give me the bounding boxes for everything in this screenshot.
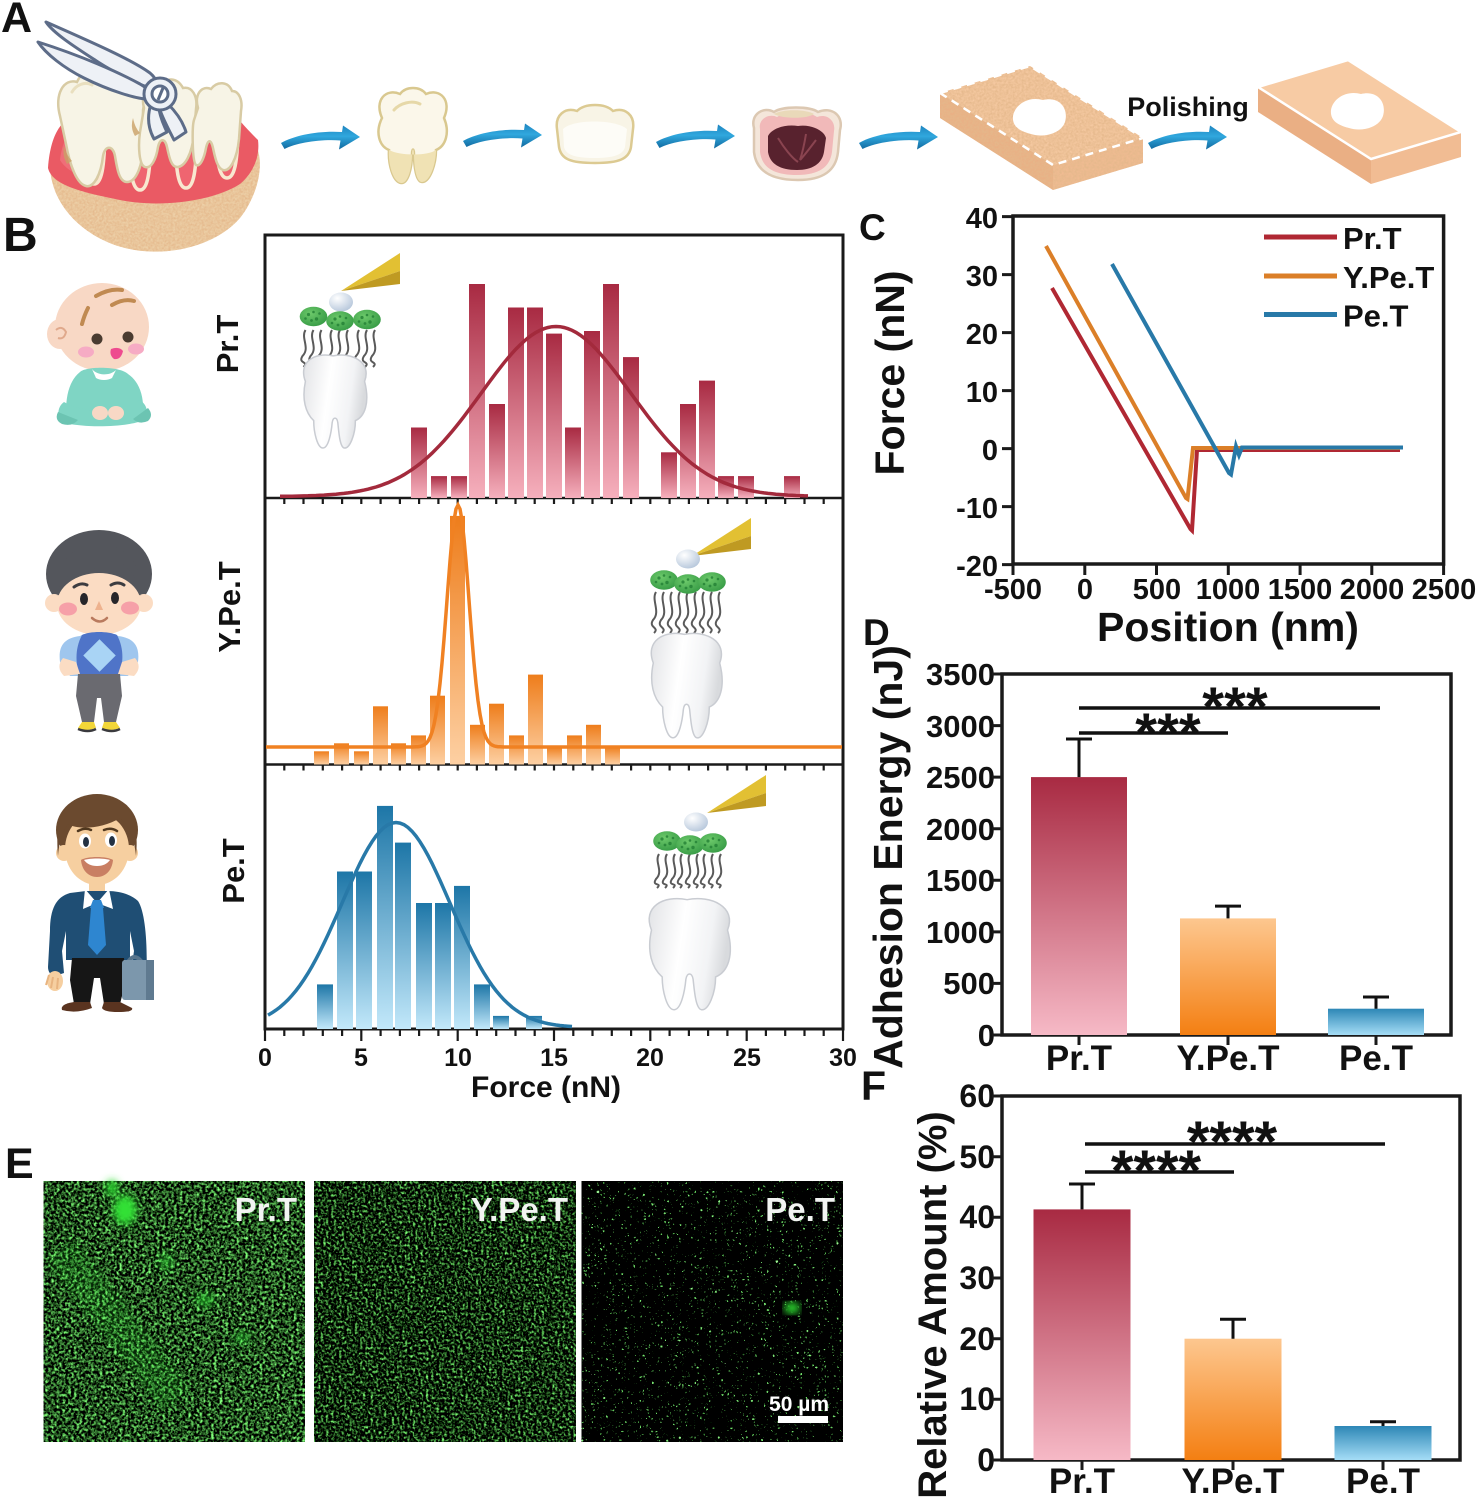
svg-text:***: *** (1135, 701, 1201, 764)
svg-text:1000: 1000 (926, 915, 995, 950)
svg-text:Pe.T: Pe.T (765, 1191, 835, 1228)
svg-text:20: 20 (636, 1044, 664, 1072)
svg-text:3000: 3000 (926, 709, 995, 744)
svg-text:Pr.T: Pr.T (1049, 1462, 1115, 1500)
svg-text:10: 10 (959, 1381, 995, 1417)
svg-text:0: 0 (982, 435, 998, 467)
svg-text:Y.Pe.T: Y.Pe.T (212, 561, 247, 652)
svg-text:40: 40 (966, 203, 998, 235)
svg-text:0: 0 (1077, 574, 1093, 606)
svg-text:1500: 1500 (1268, 574, 1333, 606)
svg-text:Pr.T: Pr.T (210, 315, 245, 374)
svg-text:Force (nN): Force (nN) (471, 1071, 621, 1104)
svg-text:25: 25 (733, 1044, 761, 1072)
svg-text:D: D (863, 612, 890, 653)
svg-text:B: B (3, 209, 38, 262)
svg-text:10: 10 (966, 377, 998, 409)
svg-text:500: 500 (1133, 574, 1181, 606)
svg-text:0: 0 (977, 1442, 995, 1478)
svg-text:E: E (5, 1140, 34, 1188)
svg-text:30: 30 (959, 1260, 995, 1296)
svg-text:-20: -20 (956, 551, 998, 583)
svg-text:Adhesion Energy (nJ): Adhesion Energy (nJ) (865, 645, 911, 1069)
svg-text:0: 0 (258, 1044, 272, 1072)
svg-text:40: 40 (959, 1199, 995, 1235)
svg-text:****: **** (1111, 1139, 1202, 1204)
svg-text:Y.Pe.T: Y.Pe.T (471, 1191, 568, 1228)
svg-text:20: 20 (959, 1321, 995, 1357)
svg-text:Y.Pe.T: Y.Pe.T (1176, 1039, 1279, 1078)
svg-text:-10: -10 (956, 493, 998, 525)
svg-text:A: A (1, 0, 32, 42)
svg-text:60: 60 (959, 1078, 995, 1114)
svg-text:****: **** (1187, 1110, 1278, 1175)
svg-text:Pe.T: Pe.T (1343, 299, 1409, 334)
svg-text:30: 30 (966, 261, 998, 293)
svg-text:Y.Pe.T: Y.Pe.T (1181, 1462, 1284, 1500)
svg-text:***: *** (1202, 675, 1268, 738)
svg-text:1500: 1500 (926, 863, 995, 898)
svg-text:Pe.T: Pe.T (1339, 1039, 1413, 1078)
svg-text:50 µm: 50 µm (769, 1393, 829, 1416)
svg-text:2500: 2500 (926, 760, 995, 795)
svg-text:Pr.T: Pr.T (235, 1191, 297, 1228)
svg-text:20: 20 (966, 319, 998, 351)
svg-text:Relative Amount (%): Relative Amount (%) (911, 1111, 955, 1498)
svg-text:3500: 3500 (926, 657, 995, 692)
svg-text:2500: 2500 (1412, 574, 1477, 606)
svg-text:50: 50 (959, 1139, 995, 1175)
svg-text:Pr.T: Pr.T (1343, 221, 1402, 256)
svg-text:Pr.T: Pr.T (1046, 1039, 1112, 1078)
svg-text:C: C (859, 207, 886, 248)
svg-text:2000: 2000 (926, 812, 995, 847)
svg-text:30: 30 (829, 1044, 857, 1072)
svg-text:Force (nN): Force (nN) (867, 271, 913, 476)
svg-text:5: 5 (354, 1044, 368, 1072)
svg-text:Pe.T: Pe.T (1346, 1462, 1420, 1500)
svg-text:Polishing: Polishing (1127, 92, 1249, 122)
svg-text:-500: -500 (984, 574, 1042, 606)
svg-text:Position (nm): Position (nm) (1097, 604, 1359, 650)
svg-text:2000: 2000 (1340, 574, 1405, 606)
svg-text:10: 10 (444, 1044, 472, 1072)
svg-text:Y.Pe.T: Y.Pe.T (1343, 260, 1434, 295)
svg-text:15: 15 (540, 1044, 568, 1072)
svg-text:F: F (861, 1063, 886, 1109)
svg-text:Pe.T: Pe.T (216, 838, 251, 904)
svg-text:1000: 1000 (1196, 574, 1261, 606)
svg-text:500: 500 (943, 966, 995, 1001)
svg-text:0: 0 (978, 1018, 995, 1053)
